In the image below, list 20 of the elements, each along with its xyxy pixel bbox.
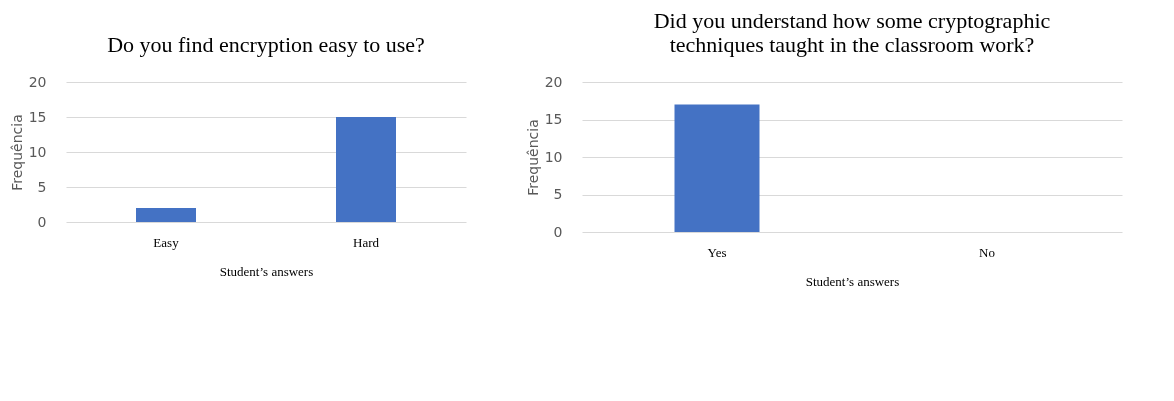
y-axis-title: Frequência (8, 114, 25, 191)
chart-title: Did you understand how some cryptographic techniques taught in the classroom work? (653, 8, 1051, 57)
y-tick-label: 5 (37, 178, 47, 195)
x-tick-label: No (979, 244, 995, 260)
y-tick-label: 20 (544, 73, 563, 90)
y-tick-label: 15 (28, 108, 47, 125)
y-tick-label: 10 (28, 143, 47, 160)
y-tick-label: 0 (553, 223, 563, 240)
y-tick-label: 5 (553, 186, 563, 202)
x-axis-title: Student’s answers (219, 263, 314, 279)
y-tick-label: 15 (544, 111, 563, 127)
y-tick-label: 20 (28, 73, 47, 90)
y-axis-title: Frequência (524, 119, 541, 196)
x-tick-label: Hard (353, 234, 380, 250)
y-tick-label: 0 (37, 213, 47, 230)
chart-title: Do you find encryption easy to use? (107, 32, 425, 57)
y-tick-label: 10 (544, 148, 563, 165)
x-tick-label: Yes (707, 244, 727, 260)
x-tick-label: Easy (153, 234, 180, 250)
x-axis-title: Student’s answers (805, 273, 900, 289)
